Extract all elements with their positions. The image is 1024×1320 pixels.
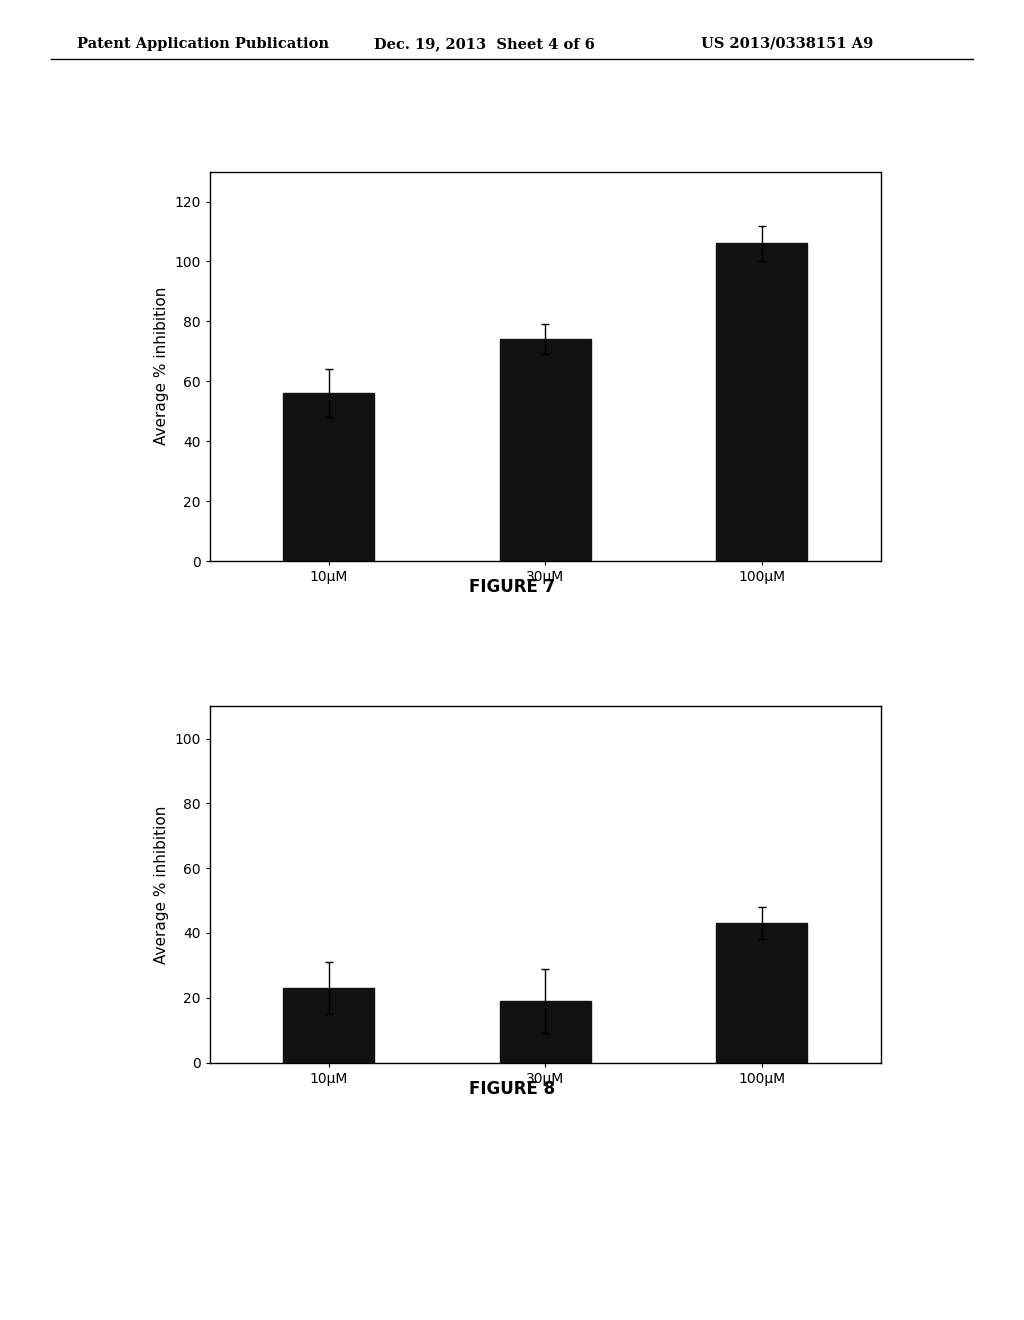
Bar — [716, 923, 807, 1063]
Bar — [500, 1001, 591, 1063]
Y-axis label: Average % inhibition: Average % inhibition — [154, 288, 169, 445]
Bar — [284, 989, 375, 1063]
Text: Dec. 19, 2013  Sheet 4 of 6: Dec. 19, 2013 Sheet 4 of 6 — [374, 37, 595, 51]
Text: FIGURE 8: FIGURE 8 — [469, 1080, 555, 1098]
Y-axis label: Average % inhibition: Average % inhibition — [154, 805, 169, 964]
Bar — [284, 393, 375, 561]
Text: Patent Application Publication: Patent Application Publication — [77, 37, 329, 51]
Text: US 2013/0338151 A9: US 2013/0338151 A9 — [701, 37, 873, 51]
Text: FIGURE 7: FIGURE 7 — [469, 578, 555, 597]
Bar — [500, 339, 591, 561]
Bar — [716, 243, 807, 561]
